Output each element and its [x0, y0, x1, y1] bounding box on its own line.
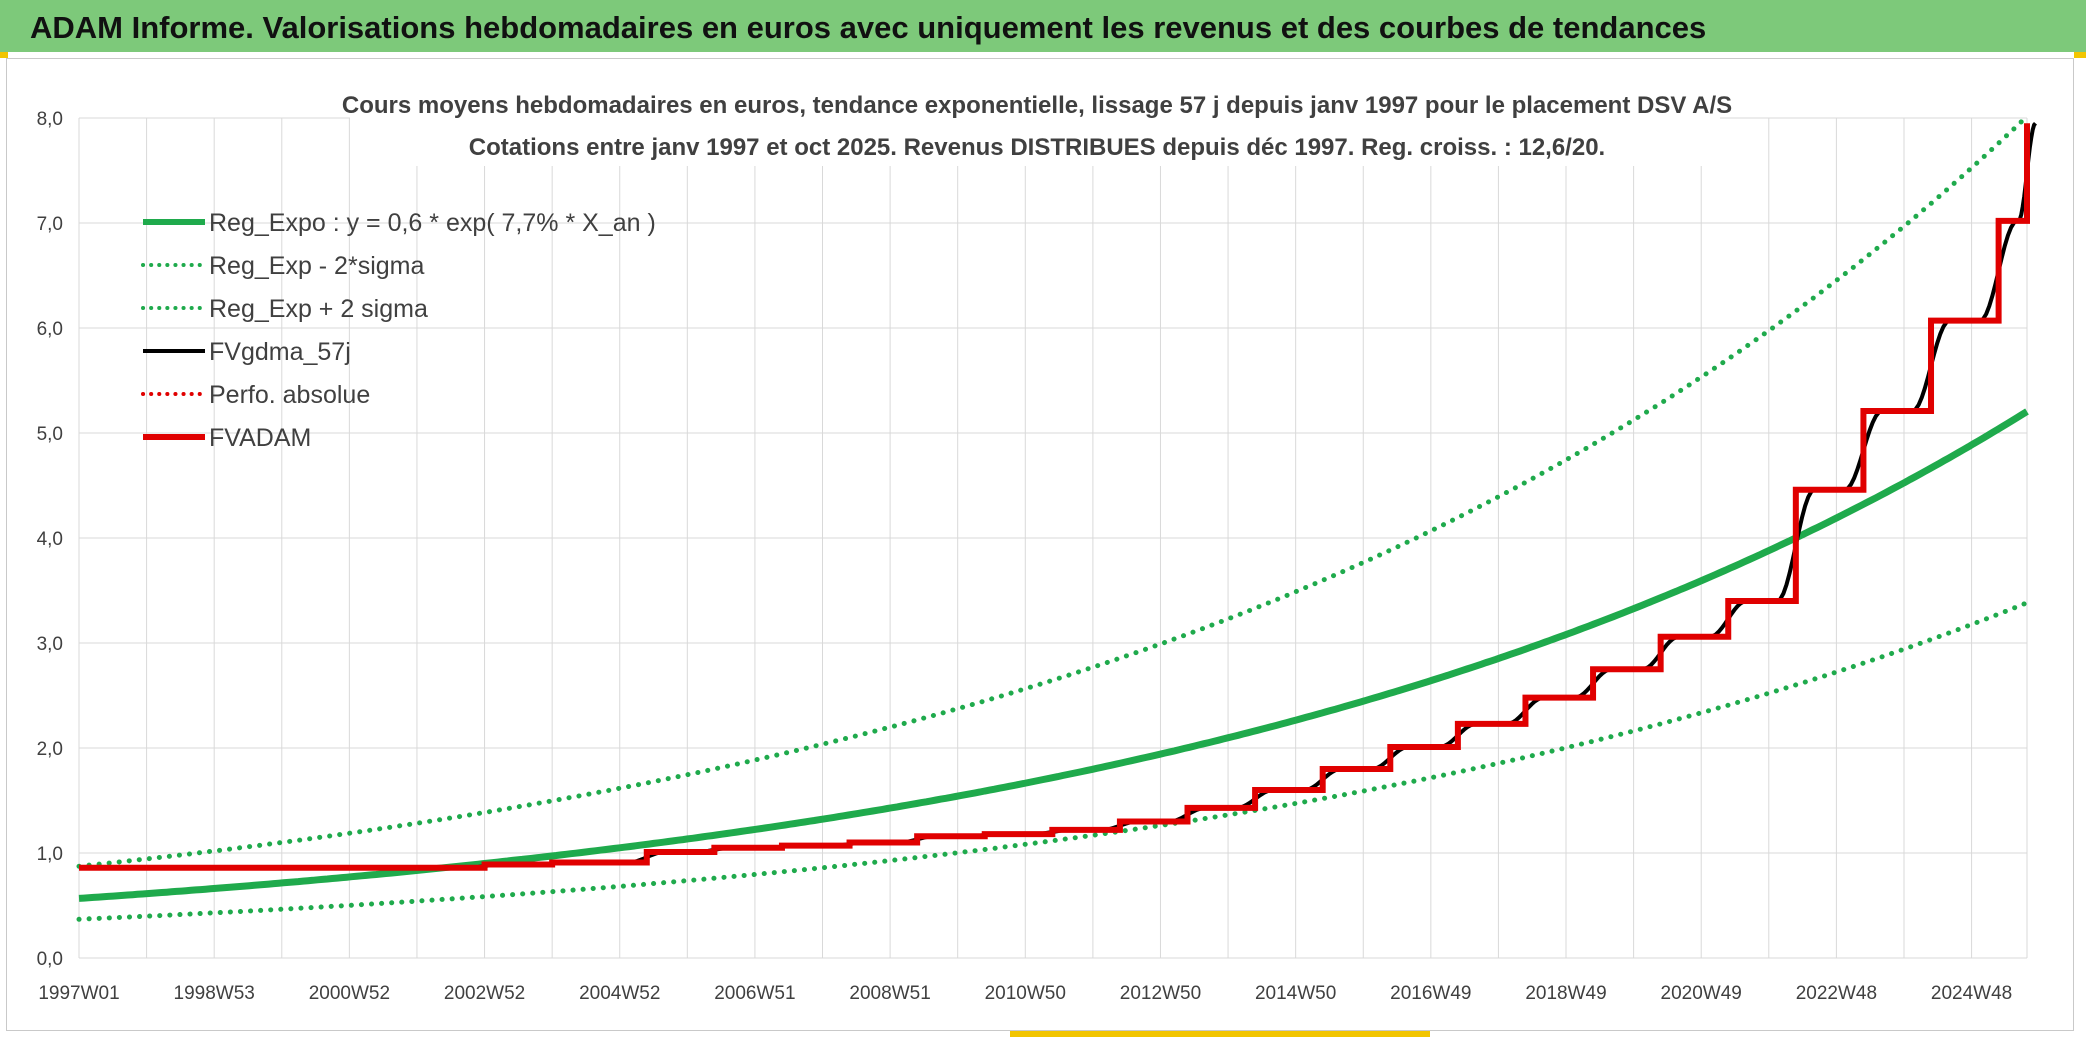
y-tick-label: 1,0 — [37, 844, 63, 865]
legend-label-reg_high: Reg_Exp + 2 sigma — [209, 295, 428, 323]
y-tick-label: 8,0 — [37, 109, 63, 130]
report-banner: ADAM Informe. Valorisations hebdomadaire… — [0, 0, 2086, 52]
legend-label-perf: Perfo. absolue — [209, 381, 370, 409]
y-tick-label: 5,0 — [37, 424, 63, 445]
x-tick-label: 2016W49 — [1390, 983, 1471, 1004]
x-tick-label: 2004W52 — [579, 983, 660, 1004]
banner-corner-left — [0, 52, 8, 58]
y-tick-label: 7,0 — [37, 214, 63, 235]
x-tick-label: 2006W51 — [714, 983, 795, 1004]
y-tick-label: 6,0 — [37, 319, 63, 340]
chart-title: Cours moyens hebdomadaires en euros, ten… — [342, 92, 1732, 119]
y-tick-label: 0,0 — [37, 949, 63, 970]
x-tick-label: 2018W49 — [1525, 983, 1606, 1004]
x-tick-label: 2000W52 — [309, 983, 390, 1004]
legend-label-reg_low: Reg_Exp - 2*sigma — [209, 252, 424, 280]
y-tick-label: 3,0 — [37, 634, 63, 655]
bottom-accent — [1010, 1031, 1430, 1037]
chart-title-group: Cours moyens hebdomadaires en euros, ten… — [342, 86, 1732, 166]
legend-label-step: FVADAM — [209, 424, 311, 452]
x-tick-label: 1998W53 — [174, 983, 255, 1004]
x-tick-label: 1997W01 — [38, 983, 119, 1004]
banner-corner-right — [2074, 52, 2086, 58]
chart-subtitle: Cotations entre janv 1997 et oct 2025. R… — [469, 134, 1605, 161]
x-tick-label: 2012W50 — [1120, 983, 1201, 1004]
legend-label-smoothed: FVgdma_57j — [209, 338, 351, 366]
x-tick-label: 2010W50 — [985, 983, 1066, 1004]
x-axis-tick-labels: 1997W01 1998W53 2000W52 2002W52 2004W52 2006W… — [38, 983, 2012, 1004]
y-tick-label: 4,0 — [37, 529, 63, 550]
x-tick-label: 2014W50 — [1255, 983, 1336, 1004]
legend-label-reg: Reg_Expo : y = 0,6 * exp( 7,7% * X_an ) — [209, 209, 656, 237]
x-tick-label: 2002W52 — [444, 983, 525, 1004]
y-tick-label: 2,0 — [37, 739, 63, 760]
vertical-gridlines — [78, 118, 2028, 958]
series-reg-minus-2sigma — [76, 600, 2030, 922]
x-tick-label: 2024W48 — [1931, 983, 2012, 1004]
x-tick-label: 2020W49 — [1661, 983, 1742, 1004]
chart-frame — [6, 58, 2074, 1031]
series-fvadam — [79, 123, 2030, 871]
series-reg-expo — [78, 408, 2029, 902]
chart-legend: Reg_Expo : y = 0,6 * exp( 7,7% * X_an ) R… — [141, 209, 656, 452]
chart-title-background — [350, 86, 1720, 166]
y-axis-tick-labels: 0,0 1,0 2,0 3,0 4,0 5,0 6,0 7,0 8,0 — [37, 109, 63, 970]
series-layer — [76, 113, 2038, 922]
x-tick-label: 2022W48 — [1796, 983, 1877, 1004]
x-tick-label: 2008W51 — [849, 983, 930, 1004]
